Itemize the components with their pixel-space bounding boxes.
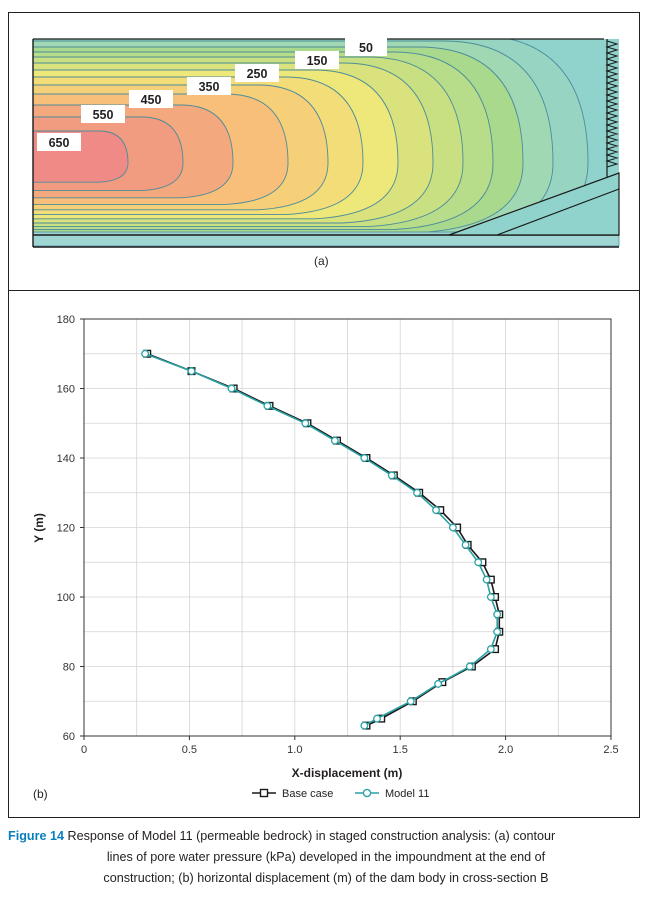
series-line bbox=[146, 353, 501, 727]
data-point-circle bbox=[493, 610, 502, 619]
y-tick-label: 120 bbox=[57, 523, 75, 535]
legend-base-case-marker bbox=[259, 788, 269, 798]
legend-model11-marker bbox=[362, 788, 372, 798]
data-point-circle bbox=[434, 679, 443, 688]
data-point-circle bbox=[465, 662, 474, 671]
legend: Base case Model 11 bbox=[252, 788, 429, 800]
data-point-circle bbox=[413, 488, 422, 497]
data-point-circle bbox=[493, 627, 502, 636]
x-axis-title: X-displacement (m) bbox=[292, 766, 403, 780]
data-point-circle bbox=[141, 349, 150, 358]
y-tick-label: 180 bbox=[57, 314, 75, 326]
legend-model11-label: Model 11 bbox=[385, 788, 429, 800]
x-tick-label: 0.5 bbox=[182, 744, 197, 756]
axis-ticks: 0 0.5 1.0 1.5 2.0 2.5 60 80 100 120 140 160 180 bbox=[57, 314, 619, 756]
legend-base-case-label: Base case bbox=[282, 788, 333, 800]
x-tick-label: 1.5 bbox=[393, 744, 408, 756]
series-base-case bbox=[143, 349, 504, 730]
series bbox=[141, 349, 504, 730]
contour-label-450: 450 bbox=[129, 90, 173, 108]
data-point-circle bbox=[263, 401, 272, 410]
svg-text:50: 50 bbox=[359, 41, 373, 55]
contour-label-50: 50 bbox=[345, 38, 387, 56]
data-point-circle bbox=[187, 367, 196, 376]
svg-text:250: 250 bbox=[247, 67, 268, 81]
data-point-circle bbox=[461, 540, 470, 549]
data-point-circle bbox=[387, 471, 396, 480]
contour-bands bbox=[33, 39, 589, 235]
displacement-chart: 0 0.5 1.0 1.5 2.0 2.5 60 80 100 120 140 160 180 X-di… bbox=[32, 314, 619, 800]
y-tick-label: 160 bbox=[57, 384, 75, 396]
drain-zigzag bbox=[605, 40, 619, 168]
x-tick-label: 0 bbox=[81, 744, 87, 756]
panel-b-label: (b) bbox=[33, 787, 48, 801]
contour-label-150: 150 bbox=[295, 51, 339, 69]
data-point-circle bbox=[486, 645, 495, 654]
data-point-circle bbox=[227, 384, 236, 393]
caption-line-2: lines of pore water pressure (kPa) devel… bbox=[106, 850, 546, 864]
figure-caption: Figure 14 Response of Model 11 (permeabl… bbox=[8, 826, 644, 889]
x-tick-label: 2.5 bbox=[603, 744, 618, 756]
dam-embankment bbox=[448, 172, 620, 236]
contour-label-350: 350 bbox=[187, 77, 231, 95]
data-point-circle bbox=[406, 697, 415, 706]
data-point-circle bbox=[474, 558, 483, 567]
contour-label-650: 650 bbox=[37, 133, 81, 151]
x-tick-label: 1.0 bbox=[287, 744, 302, 756]
panel-a-label: (a) bbox=[314, 254, 329, 268]
data-point-circle bbox=[330, 436, 339, 445]
panel-b: 0 0.5 1.0 1.5 2.0 2.5 60 80 100 120 140 160 180 X-di… bbox=[8, 290, 640, 818]
data-point-circle bbox=[373, 714, 381, 723]
y-tick-label: 80 bbox=[63, 662, 75, 674]
contour-plot: 50 150 250 350 450 550 650 bbox=[32, 38, 620, 248]
contour-label-550: 550 bbox=[81, 105, 125, 123]
series-line bbox=[144, 353, 499, 727]
svg-text:350: 350 bbox=[199, 80, 220, 94]
dam-inner-line bbox=[496, 188, 620, 236]
y-axis-title: Y (m) bbox=[32, 513, 46, 543]
x-tick-label: 2.0 bbox=[498, 744, 513, 756]
contour-label-250: 250 bbox=[235, 64, 279, 82]
svg-text:550: 550 bbox=[93, 108, 114, 122]
caption-line-3: construction; (b) horizontal displacemen… bbox=[103, 871, 549, 885]
caption-line-1: Response of Model 11 (permeable bedrock)… bbox=[64, 829, 556, 843]
data-point-circle bbox=[360, 721, 369, 730]
svg-text:150: 150 bbox=[307, 54, 328, 68]
figure-number: Figure 14 bbox=[8, 829, 64, 843]
data-point-circle bbox=[486, 593, 495, 601]
y-tick-label: 60 bbox=[63, 731, 75, 743]
data-point-circle bbox=[482, 575, 491, 584]
svg-text:450: 450 bbox=[141, 93, 162, 107]
data-point-circle bbox=[360, 454, 369, 462]
series-model-11 bbox=[141, 349, 502, 730]
data-point-circle bbox=[301, 419, 310, 428]
data-point-circle bbox=[448, 523, 457, 532]
y-tick-label: 140 bbox=[57, 453, 75, 465]
grid bbox=[83, 318, 612, 737]
panel-a: 50 150 250 350 450 550 650 (a) bbox=[8, 12, 640, 290]
data-point-circle bbox=[432, 506, 440, 515]
y-tick-label: 100 bbox=[57, 592, 75, 604]
svg-text:650: 650 bbox=[49, 136, 70, 150]
